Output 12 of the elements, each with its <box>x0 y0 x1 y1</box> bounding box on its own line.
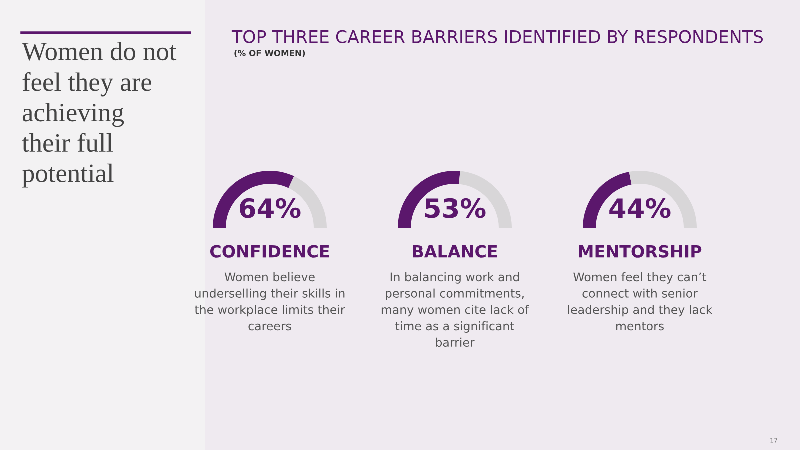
text: Women feel they can’t connect with senior leadership and they lack mentors <box>568 272 713 331</box>
text: In balancing work and personal commitments, many women cite lack of time as a significant barrier <box>382 272 530 348</box>
text: MENTORSHIP <box>579 245 702 258</box>
text: CONFIDENCE <box>210 245 330 258</box>
text: Women believe underselling their skills in the workplace limits their careers <box>195 272 346 331</box>
text: BALANCE <box>413 245 498 258</box>
data-label: 53% <box>425 198 486 218</box>
data-label: 64% <box>240 198 301 218</box>
text: TOP THREE CAREER BARRIERS IDENTIFIED BY RESPONDENTS <box>232 30 763 44</box>
text: Women do not feel they are achieving their full potential <box>22 42 177 188</box>
data-label: 44% <box>610 198 671 218</box>
text: (% OF WOMEN) <box>234 50 306 58</box>
